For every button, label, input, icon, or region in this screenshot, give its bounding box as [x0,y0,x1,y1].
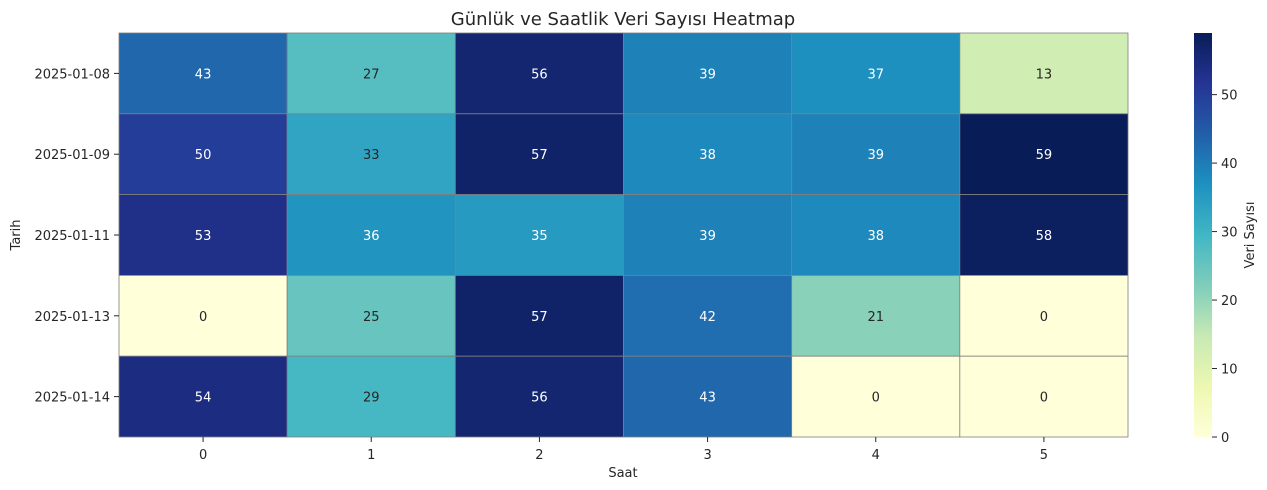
cell-value-label: 57 [531,310,548,325]
cell-value-label: 0 [1040,391,1048,406]
cell-value-label: 27 [363,67,380,82]
cell-value-label: 43 [699,391,716,406]
heatmap-cell [623,32,793,115]
cell-value-label: 39 [867,148,884,163]
colorbar: 0 10 20 30 40 50 Veri Sayısı [1194,33,1258,446]
y-tick-label: 2025-01-14 [34,391,110,406]
colorbar-gradient [1194,33,1212,437]
x-tick-label: 2 [535,448,543,463]
x-tick-label: 4 [872,448,880,463]
cell-value-label: 50 [195,148,212,163]
colorbar-ticks: 0 10 20 30 40 50 [1212,89,1238,446]
cell-value-label: 21 [867,310,884,325]
heatmap-cell [959,274,1129,357]
x-tick-label: 1 [367,448,375,463]
y-axis-label: Tarih [9,220,24,252]
y-tick-label: 2025-01-11 [34,229,110,244]
y-tick-label: 2025-01-09 [34,148,110,163]
heatmap-cell [623,274,793,357]
cell-value-label: 43 [195,67,212,82]
y-tick-label: 2025-01-08 [34,67,110,82]
y-axis-ticks: 2025-01-08 2025-01-09 2025-01-11 2025-01-13… [34,67,119,406]
cell-value-label: 39 [699,67,716,82]
y-tick-label: 2025-01-13 [34,310,110,325]
cell-value-label: 58 [1036,229,1053,244]
heatmap-cell [286,194,456,276]
heatmap-cell [791,274,961,357]
heatmap-cells: 43 27 56 39 37 13 50 33 57 38 39 59 53 36 35 39 38 58 0 25 5… [118,32,1129,438]
cell-value-label: 36 [363,229,380,244]
cell-value-label: 0 [1040,310,1048,325]
cell-value-label: 38 [699,148,716,163]
colorbar-tick-label: 20 [1221,294,1238,309]
cell-value-label: 0 [199,310,207,325]
colorbar-label: Veri Sayısı [1243,202,1258,269]
cell-value-label: 13 [1036,67,1053,82]
heatmap-cell [118,32,288,115]
heatmap-cell [959,32,1129,115]
heatmap-cell [623,194,793,276]
heatmap-cell [454,194,624,276]
cell-value-label: 37 [867,67,884,82]
cell-value-label: 53 [195,229,212,244]
heatmap-cell [623,113,793,196]
colorbar-tick-label: 30 [1221,226,1238,241]
heatmap-cell [959,113,1129,196]
cell-value-label: 25 [363,310,380,325]
heatmap-cell [454,355,624,438]
heatmap-cell [454,274,624,357]
chart-title: Günlük ve Saatlik Veri Sayısı Heatmap [451,9,795,30]
heatmap-cell [118,274,288,357]
x-axis-label: Saat [608,466,637,481]
cell-value-label: 57 [531,148,548,163]
heatmap-cell [791,194,961,276]
cell-value-label: 33 [363,148,380,163]
x-tick-label: 3 [703,448,711,463]
cell-value-label: 29 [363,391,380,406]
cell-value-label: 42 [699,310,716,325]
heatmap-cell [959,194,1129,276]
colorbar-tick-label: 0 [1221,431,1229,446]
cell-value-label: 35 [531,229,548,244]
cell-value-label: 59 [1036,148,1053,163]
x-axis-ticks: 0 1 2 3 4 5 [199,437,1048,463]
x-tick-label: 5 [1040,448,1048,463]
heatmap-cell [791,355,961,438]
heatmap-cell [286,32,456,115]
cell-value-label: 54 [195,391,212,406]
heatmap-cell [118,194,288,276]
heatmap-cell [118,355,288,438]
colorbar-tick-label: 50 [1221,89,1238,104]
heatmap-cell [454,32,624,115]
heatmap-cell [286,274,456,357]
colorbar-tick-label: 10 [1221,363,1238,378]
cell-value-label: 56 [531,67,548,82]
heatmap-cell [286,113,456,196]
cell-value-label: 39 [699,229,716,244]
cell-value-label: 0 [872,391,880,406]
colorbar-tick-label: 40 [1221,157,1238,172]
x-tick-label: 0 [199,448,207,463]
cell-value-label: 38 [867,229,884,244]
cell-value-label: 56 [531,391,548,406]
heatmap-cell [791,32,961,115]
heatmap-cell [623,355,793,438]
heatmap-cell [959,355,1129,438]
